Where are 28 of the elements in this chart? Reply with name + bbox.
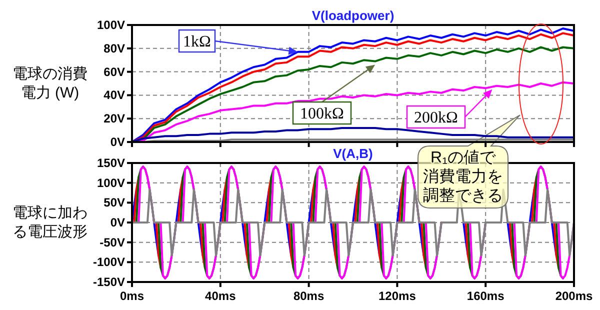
y-tick-label: 100V [96, 176, 125, 190]
y-tick-label: -150V [92, 275, 125, 289]
y-tick-label: 0V [110, 135, 125, 149]
y-tick-label: 40V [104, 88, 125, 102]
y-tick-label: 20V [104, 112, 125, 126]
y-axis-title: 電球に加わる電圧波形 [12, 204, 88, 240]
annotation: 200kΩ [414, 110, 458, 126]
y-tick-label: 100V [96, 18, 125, 32]
annotation: 100kΩ [300, 106, 344, 122]
x-tick-label: 40ms [205, 289, 236, 303]
y-tick-label: -100V [92, 255, 125, 270]
x-tick-label: 160ms [466, 289, 505, 303]
x-tick-label: 200ms [555, 289, 594, 303]
annotation: R₁の値で消費電力を調整できる [423, 150, 503, 204]
x-tick-label: 120ms [378, 289, 416, 303]
y-tick-label: 60V [104, 64, 125, 79]
x-tick-label: 0ms [120, 289, 144, 303]
y-axis-title: 電球の消費電力 (W) [12, 66, 88, 102]
y-tick-label: -50V [100, 235, 125, 250]
y-tick-label: 80V [104, 41, 125, 56]
annotation: 1kΩ [183, 34, 212, 50]
line-series [131, 126, 575, 143]
x-tick-label: 80ms [293, 289, 324, 303]
y-tick-label: 150V [96, 156, 125, 170]
chart-title: V(loadpower) [312, 8, 394, 23]
y-tick-label: 50V [104, 196, 125, 210]
chart-title: V(A,B) [333, 146, 373, 161]
y-tick-label: 0V [110, 216, 125, 230]
